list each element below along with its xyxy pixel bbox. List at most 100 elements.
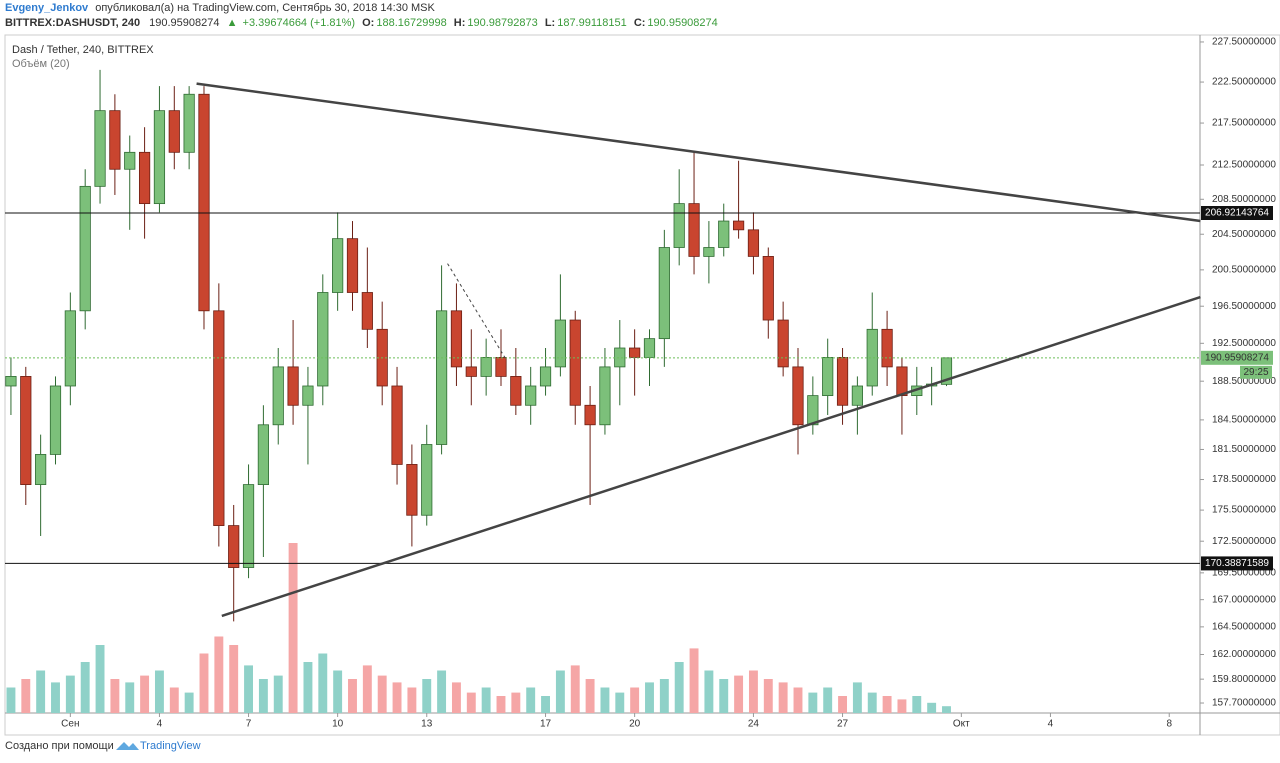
volume-bar — [882, 696, 892, 713]
candle-body — [49, 385, 62, 455]
author-link[interactable]: Evgeny_Jenkov — [5, 2, 89, 14]
candle-body — [673, 203, 685, 248]
y-tick-label: 222.50000000 — [1212, 77, 1276, 88]
candle-body — [465, 366, 477, 377]
candle-body — [20, 376, 32, 485]
candle-body — [703, 247, 715, 257]
volume-bar — [734, 675, 744, 713]
candle-body — [346, 238, 359, 293]
ohlc-value: 188.16729998 — [376, 17, 446, 29]
candle-body — [391, 385, 403, 465]
volume-bar — [110, 679, 120, 713]
volume-bar — [585, 679, 595, 713]
y-tick-label: 184.50000000 — [1212, 415, 1276, 426]
candle-body — [272, 366, 284, 426]
ohlc-label: C: — [634, 17, 646, 29]
volume-bar — [348, 679, 357, 713]
volume-bar — [808, 692, 818, 713]
x-tick-label: 8 — [1166, 719, 1172, 730]
ohlc-label: L: — [545, 17, 555, 29]
x-tick-label: 4 — [157, 719, 163, 730]
volume-bar — [451, 682, 461, 713]
candle-body — [35, 454, 47, 485]
volume-bar — [852, 682, 862, 713]
candle-body — [198, 93, 210, 312]
volume-bar — [154, 670, 164, 713]
footer-brand[interactable]: TradingView — [140, 740, 201, 752]
header-line: Evgeny_Jenkov опубликовал(а) на TradingV… — [5, 2, 436, 14]
volume-bar — [600, 687, 610, 713]
volume-bar — [95, 645, 105, 713]
candle-body — [138, 151, 151, 205]
x-tick-label: 24 — [748, 719, 760, 730]
countdown: 29:25 — [1243, 367, 1268, 378]
symbol: BITTREX:DASHUSDT, 240 — [5, 17, 140, 29]
volume-bar — [763, 679, 773, 713]
ohlc-label: O: — [362, 17, 374, 29]
y-tick-label: 188.50000000 — [1212, 376, 1276, 387]
x-tick-label: 10 — [332, 719, 344, 730]
candle-body — [332, 238, 344, 293]
y-tick-label: 217.50000000 — [1212, 118, 1276, 129]
candle-body — [732, 220, 745, 231]
candle-body — [599, 366, 611, 426]
candle-body — [525, 385, 537, 406]
volume-bar — [51, 682, 60, 713]
candle-body — [539, 366, 552, 387]
candle-body — [421, 444, 433, 516]
y-tick-label: 208.50000000 — [1212, 194, 1276, 205]
volume-bar — [481, 687, 491, 713]
tradingview-logo — [116, 742, 139, 750]
volume-bar — [793, 687, 803, 713]
volume-bar — [867, 692, 877, 713]
candle-body — [168, 110, 180, 153]
volume-bar — [630, 687, 640, 713]
y-tick-label: 212.50000000 — [1212, 160, 1276, 171]
volume-bar — [704, 670, 714, 713]
volume-bar — [645, 682, 654, 713]
y-tick-label: 178.50000000 — [1212, 474, 1276, 485]
candle-body — [124, 151, 136, 170]
volume-bar — [288, 543, 298, 713]
volume-bar — [511, 692, 521, 713]
candle-body — [658, 247, 670, 340]
candle-body — [94, 110, 106, 187]
volume-bar — [526, 687, 536, 713]
current-price-label: 190.95908274 — [1205, 352, 1269, 363]
volume-bar — [362, 665, 372, 713]
volume-bar — [422, 679, 432, 713]
y-tick-label: 227.50000000 — [1212, 37, 1276, 48]
candle-body — [792, 366, 804, 426]
candle-body — [213, 310, 225, 526]
candle-body — [807, 395, 819, 426]
y-tick-label: 162.00000000 — [1212, 649, 1276, 660]
published: опубликовал(а) на TradingView.com, Сентя… — [95, 2, 435, 14]
countdown-bg — [1240, 365, 1272, 379]
x-tick-label: 27 — [837, 719, 849, 730]
current-price-bg — [1201, 350, 1273, 365]
volume-bar — [823, 687, 833, 713]
chart-frame — [4, 34, 1280, 736]
trend-line — [447, 263, 506, 359]
candle-body — [287, 366, 299, 406]
candle-body — [242, 484, 255, 568]
volume-bar — [407, 687, 417, 713]
y-tick-label: 196.50000000 — [1212, 301, 1276, 312]
level-label: 170.38871589 — [1205, 558, 1269, 569]
volume-bar — [927, 702, 937, 713]
volume-bar — [748, 670, 758, 713]
candle-body — [836, 357, 849, 406]
y-tick-label: 159.80000000 — [1212, 674, 1276, 685]
level-label-bg — [1201, 205, 1273, 220]
candle-body — [510, 376, 522, 406]
volume-bar — [838, 696, 847, 713]
candle-body — [257, 424, 269, 485]
trend-line — [196, 82, 1201, 223]
candle-body — [851, 385, 863, 406]
candle-body — [109, 110, 121, 170]
x-tick-label: 13 — [421, 719, 433, 730]
candle-body — [643, 338, 656, 358]
candle-body — [554, 319, 566, 368]
volume-bar — [140, 675, 150, 713]
